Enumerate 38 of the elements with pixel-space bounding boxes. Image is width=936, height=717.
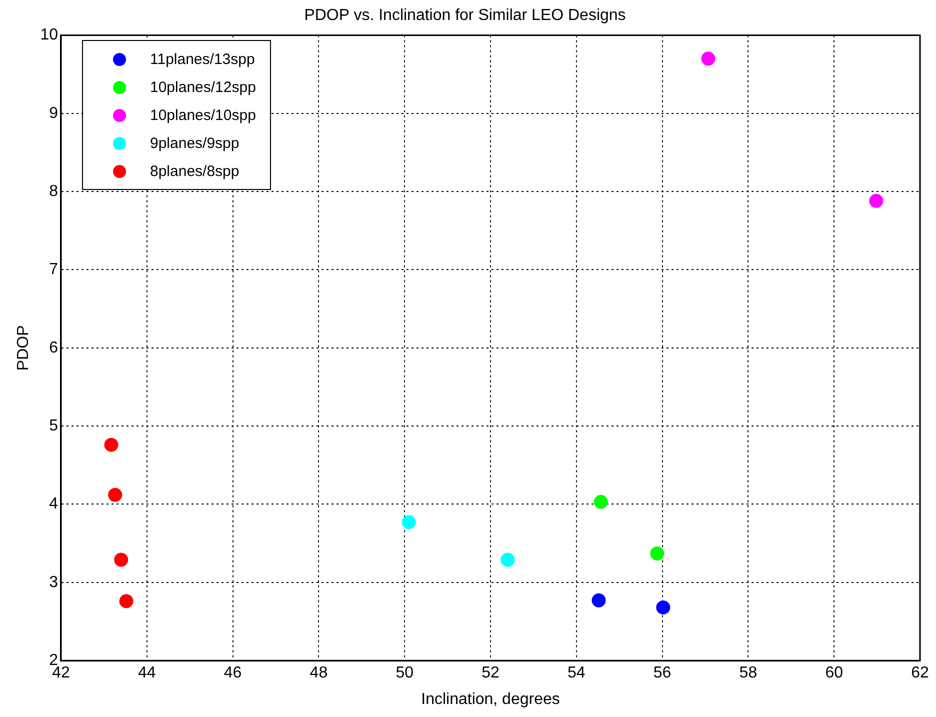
y-tick-label: 4: [49, 496, 58, 513]
point: [594, 494, 608, 509]
point: [701, 52, 716, 66]
point: [650, 546, 664, 560]
x-tick-label: 54: [568, 664, 586, 682]
x-tick-label: 62: [911, 664, 929, 682]
x-tick-label: 50: [396, 664, 414, 682]
y-tick-label: 8: [49, 182, 58, 200]
legend-label: 10planes/12spp: [150, 78, 256, 96]
x-tick-label: 58: [739, 664, 758, 682]
x-tick-label: 52: [482, 664, 500, 682]
y-axis-title: PDOP: [15, 325, 32, 371]
y-tick-label: 9: [49, 104, 58, 122]
point: [108, 488, 122, 502]
point: [402, 515, 416, 530]
point: [114, 552, 128, 567]
point: [500, 552, 515, 567]
legend-label: 10planes/10spp: [150, 106, 256, 124]
point: [592, 593, 606, 608]
point: [119, 594, 134, 608]
x-tick-label: 60: [825, 664, 844, 682]
point: [104, 438, 118, 452]
legend-label: 9planes/9spp: [150, 134, 240, 152]
x-tick-label: 44: [138, 664, 156, 682]
legend-label: 11planes/13spp: [150, 50, 255, 68]
x-tick-label: 46: [224, 664, 242, 682]
x-tick-label: 56: [653, 664, 672, 682]
y-tick-label: 5: [49, 417, 58, 434]
legend-label: 8planes/8spp: [150, 162, 240, 180]
y-tick-label: 6: [49, 339, 58, 356]
y-tick-label: 3: [49, 574, 58, 591]
y-tick-label: 10: [40, 26, 58, 44]
x-axis-title: Inclination, degrees: [421, 690, 560, 708]
point: [869, 194, 884, 208]
x-tick-label: 48: [310, 664, 328, 682]
chart-title: PDOP vs. Inclination for Similar LEO Designs: [304, 7, 626, 24]
y-tick-label: 7: [49, 261, 58, 278]
point: [656, 600, 670, 614]
